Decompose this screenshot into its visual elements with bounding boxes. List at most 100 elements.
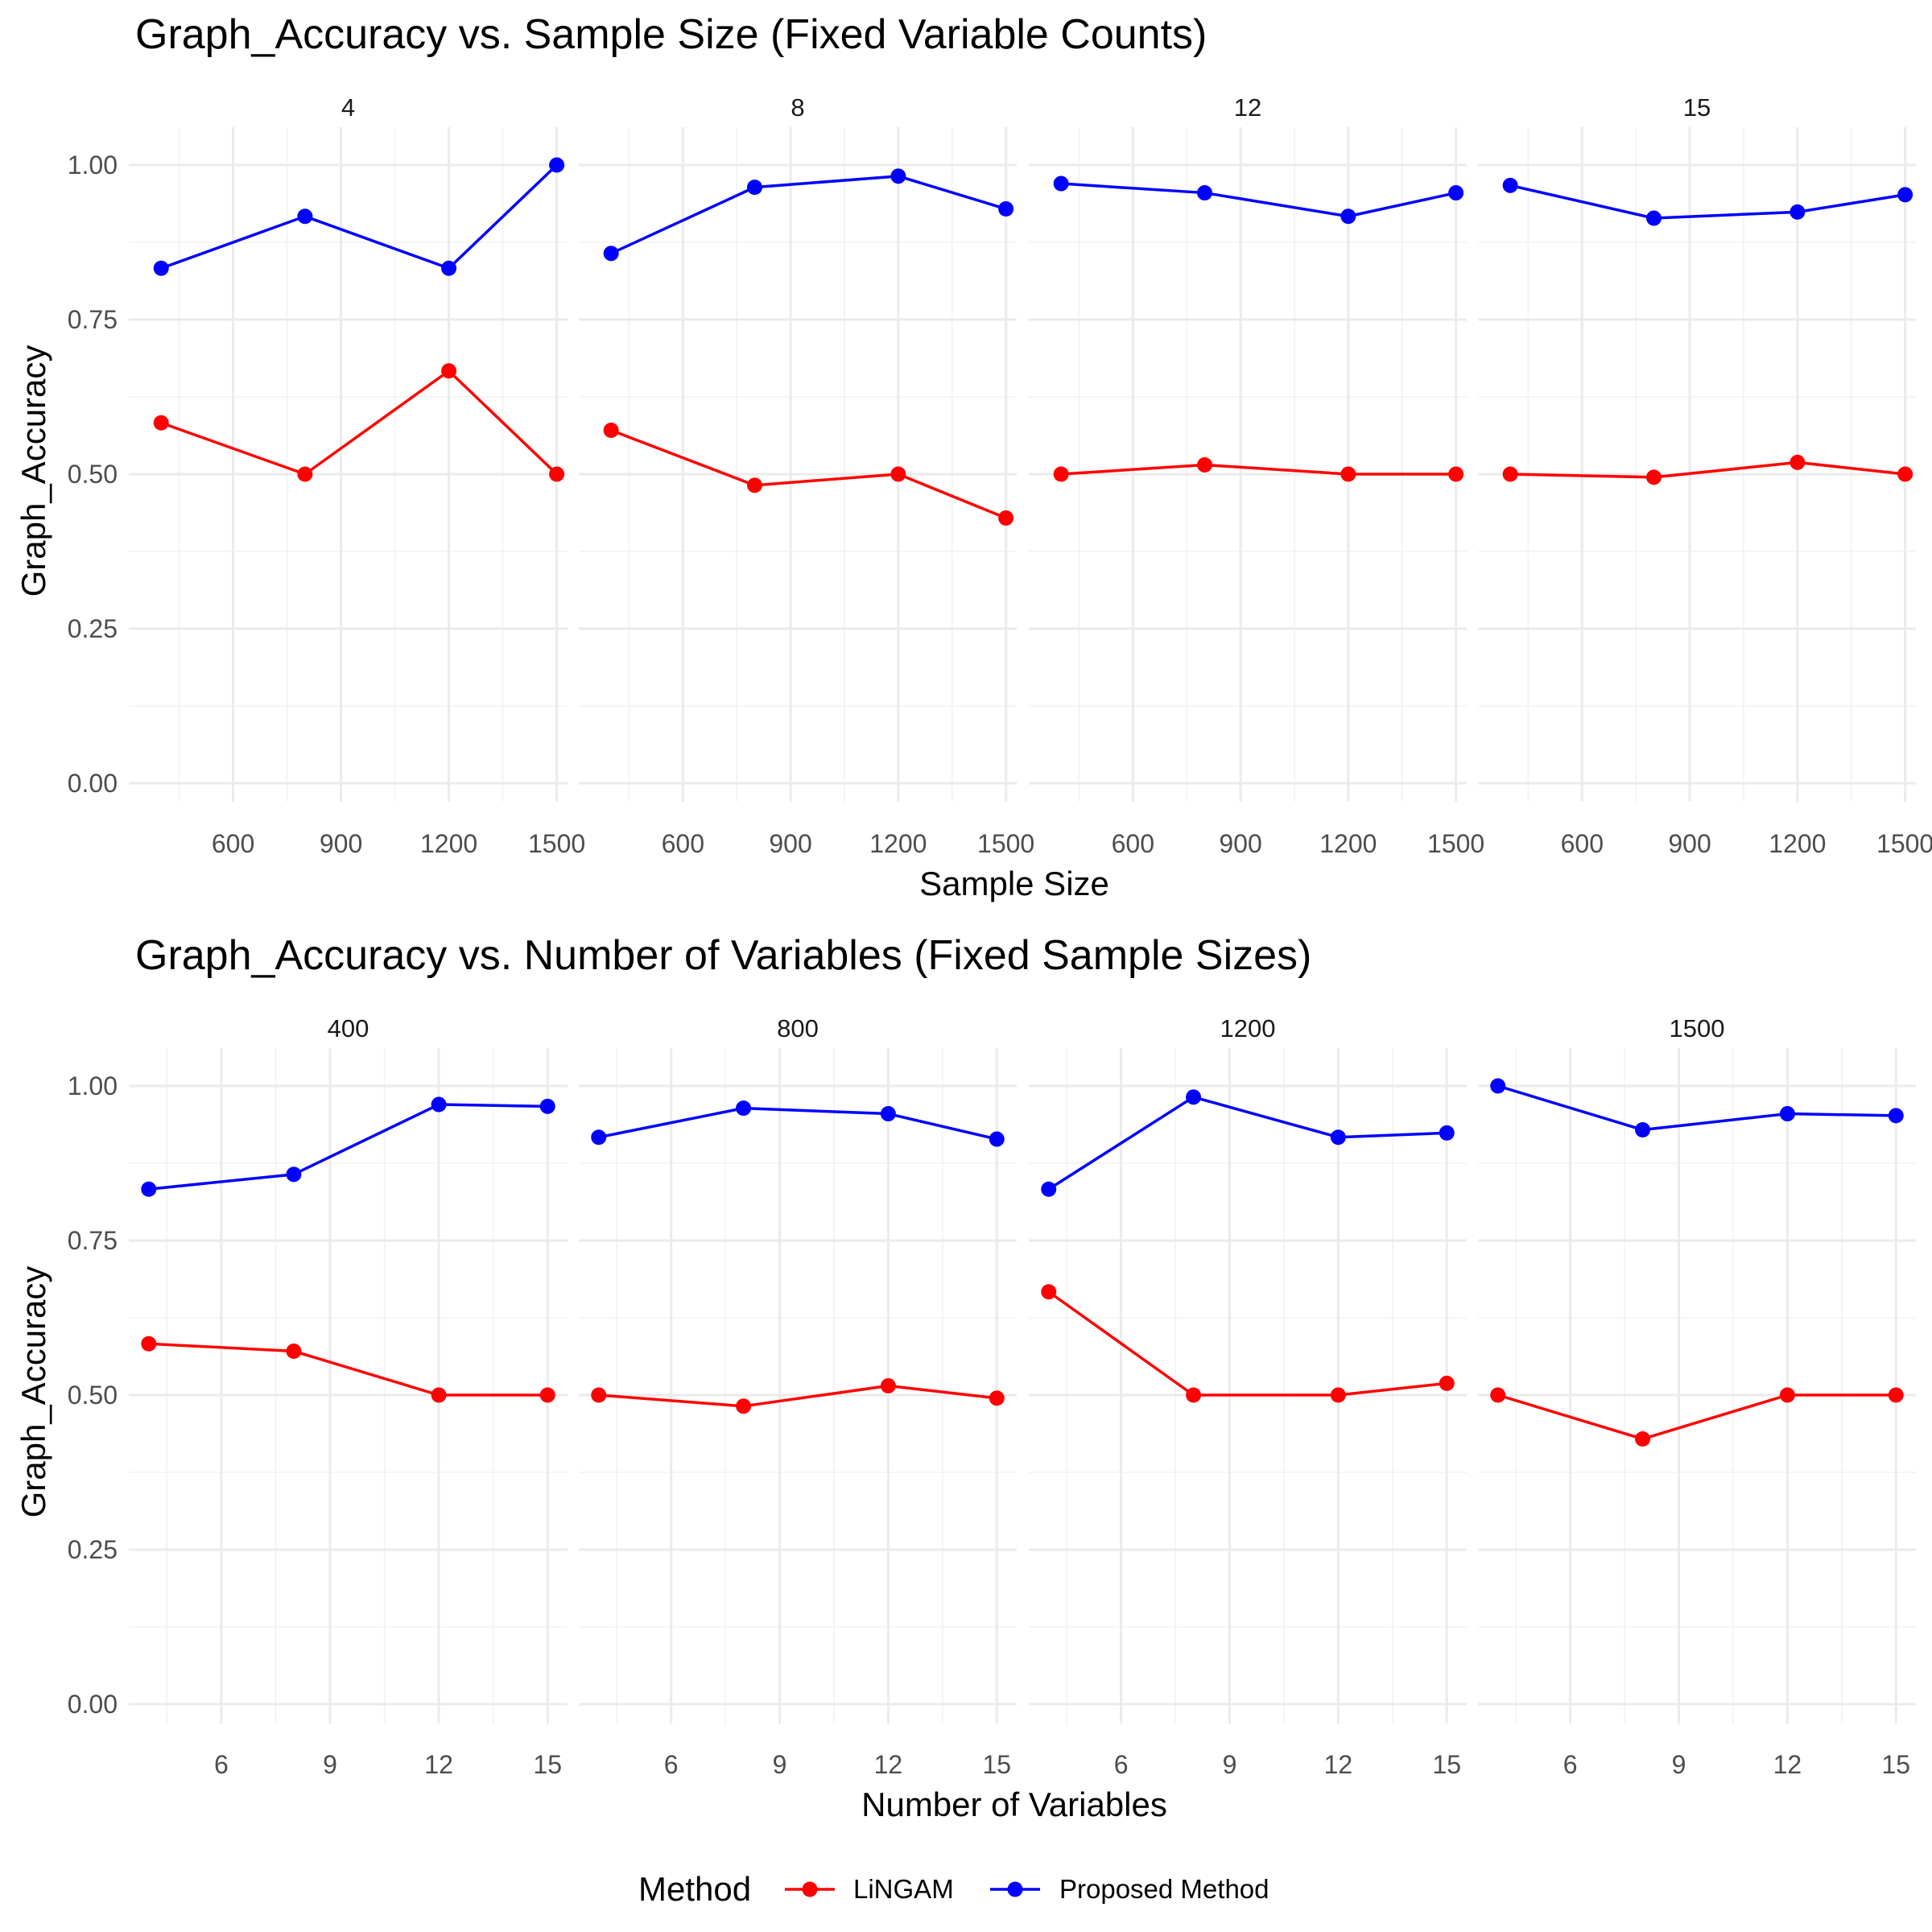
legend-item-proposed-method: Proposed Method <box>990 1874 1269 1904</box>
y-tick-label: 0.25 <box>68 1535 118 1564</box>
legend-item-lingam: LiNGAM <box>785 1874 954 1904</box>
data-point-proposed-method <box>591 1129 607 1146</box>
series-line-lingam <box>1509 460 1907 479</box>
data-point-lingam <box>1490 1387 1506 1403</box>
y-tick-label: 0.75 <box>68 1226 118 1255</box>
x-tick-label: 1200 <box>1769 829 1826 858</box>
x-tick-label: 9 <box>1223 1750 1237 1779</box>
x-tick-label: 1500 <box>1876 829 1932 858</box>
series-line-lingam <box>597 1384 999 1408</box>
data-point-proposed-method <box>1635 1122 1651 1138</box>
series-line-proposed-method <box>597 1106 999 1141</box>
facet-strip-label: 1200 <box>1220 1014 1276 1042</box>
chart-block-1: Graph_Accuracy vs. Sample Size (Fixed Va… <box>14 11 1932 902</box>
x-tick-label: 9 <box>323 1750 337 1779</box>
x-tick-label: 6 <box>1114 1750 1129 1779</box>
x-axis-title: Sample Size <box>919 865 1109 902</box>
data-point-proposed-method <box>1439 1125 1455 1141</box>
series-proposed-method <box>591 1100 1005 1147</box>
x-tick-label: 900 <box>1219 829 1261 858</box>
x-tick-label: 1200 <box>869 829 927 858</box>
x-tick-label: 600 <box>1561 829 1604 858</box>
data-point-proposed-method <box>1330 1129 1346 1146</box>
data-point-lingam <box>1330 1387 1346 1403</box>
data-point-proposed-method <box>549 157 565 173</box>
series-lingam <box>153 363 565 482</box>
data-point-lingam <box>1897 466 1913 482</box>
y-tick-label: 0.75 <box>68 305 118 334</box>
facet-strip-label: 15 <box>1683 93 1711 122</box>
series-lingam <box>603 422 1014 526</box>
data-point-lingam <box>998 510 1014 526</box>
data-point-proposed-method <box>141 1181 157 1197</box>
y-tick-label: 1.00 <box>68 1071 118 1100</box>
data-point-proposed-method <box>431 1096 447 1113</box>
data-point-proposed-method <box>1053 175 1069 192</box>
data-point-proposed-method <box>1790 204 1806 220</box>
facet-strip-label: 12 <box>1234 93 1261 122</box>
data-point-lingam <box>1790 454 1806 470</box>
series-line-proposed-method <box>1509 184 1907 220</box>
data-point-lingam <box>1779 1387 1795 1403</box>
data-point-proposed-method <box>1186 1089 1202 1105</box>
data-point-lingam <box>1888 1387 1904 1403</box>
x-tick-label: 1200 <box>1319 829 1377 858</box>
series-proposed-method <box>141 1096 555 1197</box>
chart-block-2: Graph_Accuracy vs. Number of Variables (… <box>14 932 1916 1823</box>
data-point-lingam <box>603 422 619 438</box>
legend-key-point-proposed-method <box>1007 1881 1023 1897</box>
series-proposed-method <box>1041 1089 1455 1197</box>
x-tick-label: 1200 <box>420 829 477 858</box>
data-point-proposed-method <box>1490 1078 1506 1094</box>
data-point-proposed-method <box>736 1100 752 1117</box>
series-lingam <box>1053 456 1464 482</box>
series-proposed-method <box>1502 177 1913 226</box>
data-point-lingam <box>880 1377 896 1393</box>
series-line-lingam <box>609 428 1008 520</box>
data-point-lingam <box>1053 466 1069 482</box>
x-tick-label: 15 <box>1432 1750 1461 1779</box>
series-proposed-method <box>603 168 1014 262</box>
series-line-lingam <box>1059 463 1458 476</box>
data-point-proposed-method <box>441 260 457 276</box>
x-tick-label: 6 <box>1563 1750 1578 1779</box>
x-tick-label: 12 <box>1324 1750 1353 1779</box>
x-tick-label: 9 <box>773 1750 787 1779</box>
series-proposed-method <box>1490 1078 1904 1138</box>
series-line-lingam <box>1496 1393 1898 1441</box>
data-point-lingam <box>1448 466 1464 482</box>
data-point-lingam <box>746 477 762 493</box>
x-tick-label: 600 <box>662 829 704 858</box>
facet-panel-15: 15 600 900 1200 1500 <box>1478 93 1932 858</box>
series-line-proposed-method <box>1059 182 1458 218</box>
series-line-proposed-method <box>1046 1096 1449 1191</box>
legend: Method LiNGAM Proposed Method <box>638 1870 1269 1908</box>
data-point-lingam <box>1041 1284 1057 1300</box>
series-line-lingam <box>159 369 559 476</box>
facet-strip-label: 8 <box>791 93 804 122</box>
series-proposed-method <box>153 157 565 276</box>
data-point-proposed-method <box>603 246 619 262</box>
data-point-proposed-method <box>1645 210 1662 226</box>
series-lingam <box>1490 1387 1904 1447</box>
data-point-lingam <box>1645 469 1662 485</box>
x-tick-label: 1500 <box>528 829 585 858</box>
data-point-lingam <box>1340 466 1356 482</box>
data-point-lingam <box>297 466 313 482</box>
x-tick-label: 900 <box>1668 829 1711 858</box>
x-tick-label: 900 <box>320 829 362 858</box>
x-tick-label: 12 <box>874 1750 903 1779</box>
data-point-lingam <box>989 1390 1005 1406</box>
data-point-lingam <box>1502 466 1518 482</box>
y-tick-label: 1.00 <box>68 151 118 180</box>
data-point-proposed-method <box>1196 185 1212 201</box>
data-point-proposed-method <box>539 1098 555 1114</box>
facet-strip-label: 1500 <box>1670 1014 1725 1042</box>
facet-strip-label: 400 <box>328 1014 369 1042</box>
x-tick-label: 15 <box>1881 1750 1910 1779</box>
y-axis-title: Graph_Accuracy <box>14 1266 52 1518</box>
data-point-lingam <box>890 466 906 482</box>
data-point-proposed-method <box>998 201 1014 217</box>
data-point-proposed-method <box>153 260 169 276</box>
